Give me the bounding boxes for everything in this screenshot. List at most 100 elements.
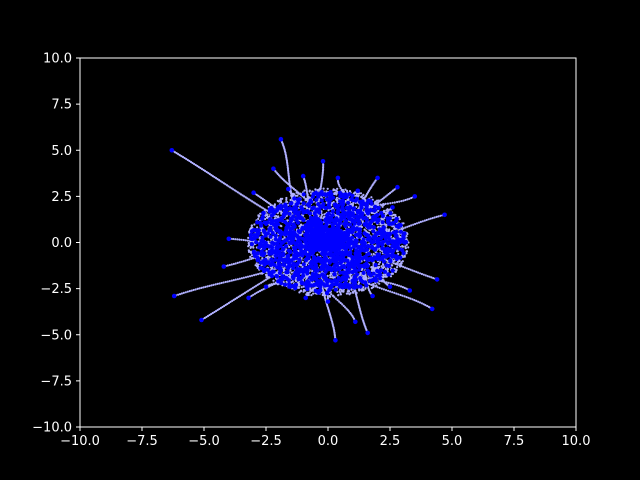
cluster-point: [304, 246, 309, 252]
trail-dot: [232, 262, 235, 266]
cluster-point: [289, 240, 294, 245]
cluster-point: [303, 232, 308, 238]
trail-dot: [398, 216, 401, 219]
cluster-point: [364, 263, 369, 268]
trail-dot: [417, 271, 420, 274]
trail-dot: [276, 271, 279, 274]
trail-dot: [233, 189, 236, 192]
trail-dot: [424, 304, 427, 307]
trail-dot: [376, 286, 379, 289]
point-layer: [169, 136, 447, 343]
trail-dot: [220, 281, 223, 285]
trail-dot: [378, 286, 381, 289]
trail-dot: [429, 217, 432, 220]
trail-dot: [280, 225, 283, 228]
trail-dot: [418, 301, 422, 304]
trail-dot: [259, 272, 262, 275]
cluster-point: [338, 199, 343, 204]
cluster-point: [296, 229, 301, 234]
trail-dot: [322, 166, 325, 169]
trail-dot: [361, 220, 364, 223]
cluster-point: [375, 237, 380, 242]
cluster-point: [292, 196, 297, 201]
cluster-point: [286, 278, 292, 283]
trail-dot: [288, 177, 291, 180]
cluster-point: [373, 276, 378, 281]
cluster-point: [267, 217, 272, 222]
trail-dot: [437, 215, 440, 218]
trail-dot: [234, 262, 237, 265]
cluster-point: [310, 260, 315, 265]
trail-dot: [388, 208, 391, 211]
trail-dot: [415, 270, 418, 273]
cluster-point: [310, 219, 315, 225]
cluster-point: [340, 199, 346, 204]
trail-dot: [265, 273, 268, 276]
cluster-point: [333, 219, 338, 224]
cluster-point: [360, 242, 366, 247]
trail-dot: [287, 172, 290, 175]
cluster-point: [360, 212, 365, 217]
cluster-point: [277, 262, 282, 267]
trail-dot: [194, 163, 197, 167]
trail-dot: [232, 237, 235, 241]
trail-dot: [403, 295, 406, 298]
cluster-point: [380, 232, 386, 237]
trail-dot: [334, 191, 337, 195]
trail-dot: [404, 198, 407, 202]
trail-dot: [364, 275, 367, 278]
trail-dot: [346, 290, 349, 293]
trail-dot: [282, 267, 285, 270]
cluster-point: [371, 229, 376, 234]
trail-dot: [342, 290, 345, 293]
trail-dot: [288, 179, 291, 182]
trail-dot: [234, 278, 237, 281]
cluster-point: [345, 206, 350, 211]
cluster-point: [344, 194, 349, 199]
cluster-point: [289, 230, 294, 235]
cluster-point: [393, 233, 398, 238]
trail-dot: [289, 198, 292, 202]
trail-dot: [232, 279, 235, 282]
trail-dot: [397, 293, 400, 296]
cluster-point: [273, 237, 278, 242]
trail-dot: [364, 276, 368, 280]
cluster-point: [294, 254, 299, 259]
cluster-point: [297, 197, 302, 202]
trail-dot: [257, 214, 260, 217]
trail-dot: [314, 188, 317, 191]
cluster-point: [358, 276, 363, 281]
cluster-point: [319, 198, 324, 203]
trail-dot: [422, 303, 425, 306]
trail-dot: [189, 160, 193, 164]
cluster-point: [301, 201, 306, 206]
trail-dot: [266, 277, 269, 280]
cluster-point: [356, 221, 361, 226]
trail-dot: [360, 195, 363, 199]
trail-dot: [246, 275, 250, 278]
trail-dot: [182, 291, 185, 294]
trail-dot: [408, 225, 411, 228]
trail-dot: [301, 232, 304, 235]
cluster-point: [330, 213, 335, 218]
trail-dot: [320, 215, 323, 218]
trail-dot: [276, 215, 279, 219]
trail-dot: [400, 200, 403, 203]
trail-dot: [347, 310, 351, 313]
cluster-point: [316, 219, 321, 224]
trail-dot: [255, 262, 258, 265]
trail-dot: [194, 288, 197, 291]
trail-dot: [287, 175, 290, 178]
cluster-point: [385, 246, 390, 251]
cluster-point: [260, 235, 265, 240]
trail-dot: [368, 282, 371, 286]
cluster-point: [353, 218, 358, 223]
cluster-point: [349, 197, 354, 202]
trail-dot: [286, 167, 290, 170]
trail-dot: [210, 312, 213, 316]
trail-dot: [282, 272, 285, 275]
trail-dot: [360, 225, 363, 228]
trail-dot: [240, 293, 243, 296]
cluster-point: [311, 216, 316, 221]
trail-dot: [287, 203, 290, 206]
